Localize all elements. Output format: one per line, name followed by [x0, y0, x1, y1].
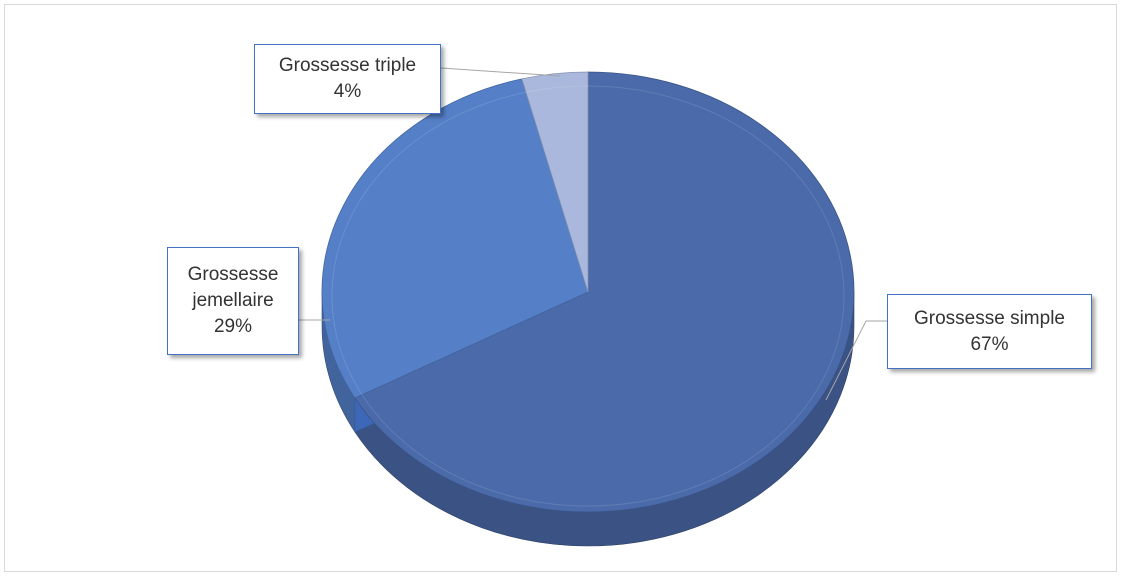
data-label-grossesse-triple: Grossesse triple 4% [254, 44, 441, 114]
pie-bevel [331, 85, 845, 507]
leader-line-2 [440, 67, 561, 77]
leader-line-0 [825, 320, 887, 401]
data-label-value: 29% [213, 316, 253, 337]
pie-tops [321, 71, 855, 513]
data-label-name: Grossesse simple [914, 307, 1065, 329]
leader-lines [299, 67, 887, 401]
pie-slice-1 [321, 78, 589, 399]
data-label-value: 4% [333, 81, 362, 102]
data-label-grossesse-simple: Grossesse simple 67% [887, 294, 1092, 369]
pie-slice-0 [354, 71, 855, 513]
data-label-name-line-1: Grossesse [187, 264, 279, 285]
data-label-value: 67% [970, 333, 1009, 355]
pie-slice-2 [521, 71, 589, 293]
data-label-grossesse-jemellaire: Grossesse jemellaire 29% [167, 247, 299, 355]
data-label-name-line-2: jemellaire [192, 290, 274, 311]
data-label-name: Grossesse triple [278, 55, 417, 76]
